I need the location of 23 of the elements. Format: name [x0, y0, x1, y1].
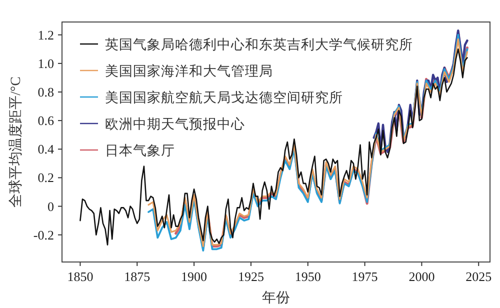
x-tick-label: 1900 — [181, 269, 208, 284]
x-axis-title: 年份 — [262, 290, 290, 306]
y-tick-label: 1.0 — [38, 56, 54, 71]
y-tick-label: 0 — [48, 198, 54, 214]
legend-label: 美国国家航空航天局戈达德空间研究所 — [105, 90, 343, 105]
legend-label: 英国气象局哈德利中心和东英吉利大学气候研究所 — [105, 37, 413, 52]
x-tick-label: 1950 — [294, 269, 321, 284]
x-tick-label: 2000 — [408, 269, 435, 284]
x-tick-label: 2025 — [466, 269, 492, 284]
y-tick-label: 0.2 — [38, 170, 54, 186]
y-tick-label: 0.6 — [38, 113, 54, 128]
legend-label: 欧洲中期天气预报中心 — [105, 116, 245, 132]
y-tick-label: 0.8 — [38, 84, 54, 100]
y-tick-label: 1.2 — [38, 27, 54, 42]
y-axis-title: 全球平均温度距平/°C — [8, 76, 24, 208]
x-tick-label: 1850 — [67, 269, 94, 284]
legend-label: 日本气象厅 — [105, 143, 175, 158]
legend-label: 美国国家海洋和大气管理局 — [105, 64, 273, 78]
y-tick-label: -0.2 — [33, 227, 54, 242]
y-tick-label: 0.4 — [38, 142, 54, 157]
x-tick-label: 1875 — [124, 269, 150, 284]
x-tick-label: 1925 — [238, 269, 264, 284]
x-tick-label: 1975 — [352, 269, 378, 284]
